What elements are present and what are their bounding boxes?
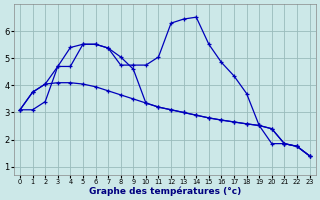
X-axis label: Graphe des températures (°c): Graphe des températures (°c) [89, 186, 241, 196]
